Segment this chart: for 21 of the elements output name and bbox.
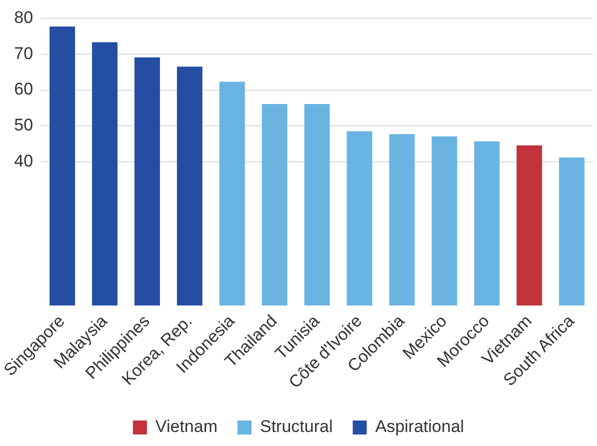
y-tick-label: 80 xyxy=(14,8,34,27)
y-tick-label: 70 xyxy=(14,44,34,63)
legend-label: Vietnam xyxy=(155,417,218,436)
bar xyxy=(559,158,585,306)
y-tick-label: 40 xyxy=(14,152,34,171)
y-tick-label: 50 xyxy=(14,116,34,135)
bar xyxy=(304,104,330,306)
bar xyxy=(219,82,245,306)
bar xyxy=(432,136,458,306)
bar xyxy=(92,42,118,306)
bar xyxy=(134,57,160,306)
bar xyxy=(516,145,542,306)
bar xyxy=(262,104,288,306)
legend-label: Structural xyxy=(260,417,333,436)
bar xyxy=(346,131,372,306)
bar xyxy=(50,26,76,306)
bar xyxy=(474,141,500,306)
legend-label: Aspirational xyxy=(375,417,464,436)
y-tick-label: 60 xyxy=(14,80,34,99)
bar xyxy=(176,66,202,306)
bar xyxy=(389,134,415,306)
